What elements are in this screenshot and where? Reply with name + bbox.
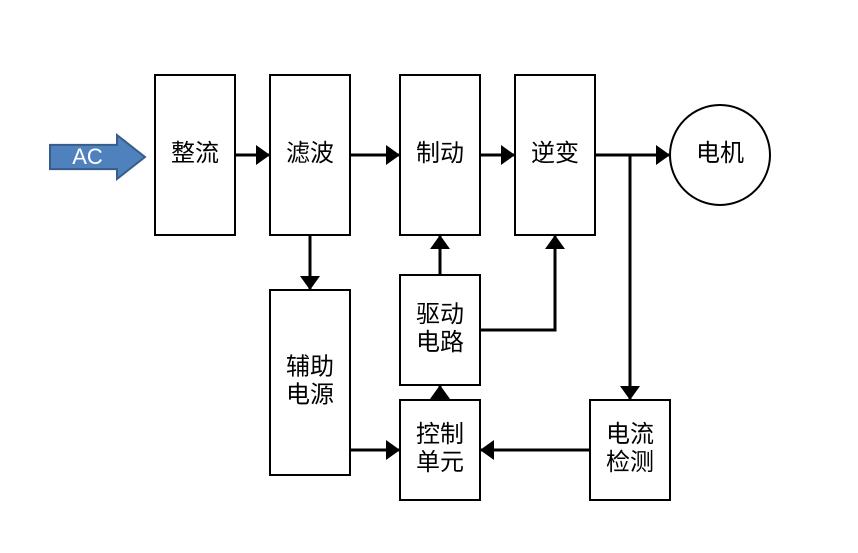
node-rectifier: 整流 bbox=[155, 75, 235, 235]
node-motor: 电机 bbox=[670, 105, 770, 205]
ac-input-label: AC bbox=[72, 144, 103, 169]
node-label-current: 电流检测 bbox=[606, 422, 654, 477]
node-control: 控制单元 bbox=[400, 400, 480, 500]
node-label-rectifier: 整流 bbox=[171, 140, 219, 167]
node-label-brake: 制动 bbox=[416, 140, 464, 167]
flowchart-canvas: AC 整流 滤波 制动 逆变 电机辅助电源 驱动电路控制单元 电流检测 bbox=[0, 0, 858, 553]
node-label-motor: 电机 bbox=[696, 140, 744, 167]
node-label-drive: 驱动电路 bbox=[416, 302, 464, 357]
node-drive: 驱动电路 bbox=[400, 275, 480, 385]
node-label-aux_power: 辅助电源 bbox=[286, 354, 334, 409]
node-inverter: 逆变 bbox=[515, 75, 595, 235]
nodes-group: 整流 滤波 制动 逆变 电机辅助电源 驱动电路控制单元 电流检测 bbox=[155, 75, 770, 500]
node-label-inverter: 逆变 bbox=[531, 140, 579, 167]
node-brake: 制动 bbox=[400, 75, 480, 235]
node-label-control: 控制单元 bbox=[416, 422, 464, 477]
node-aux_power: 辅助电源 bbox=[270, 290, 350, 475]
node-filter: 滤波 bbox=[270, 75, 350, 235]
node-label-filter: 滤波 bbox=[286, 140, 334, 167]
edge-drive-inverter bbox=[480, 235, 555, 330]
node-current: 电流检测 bbox=[590, 400, 670, 500]
